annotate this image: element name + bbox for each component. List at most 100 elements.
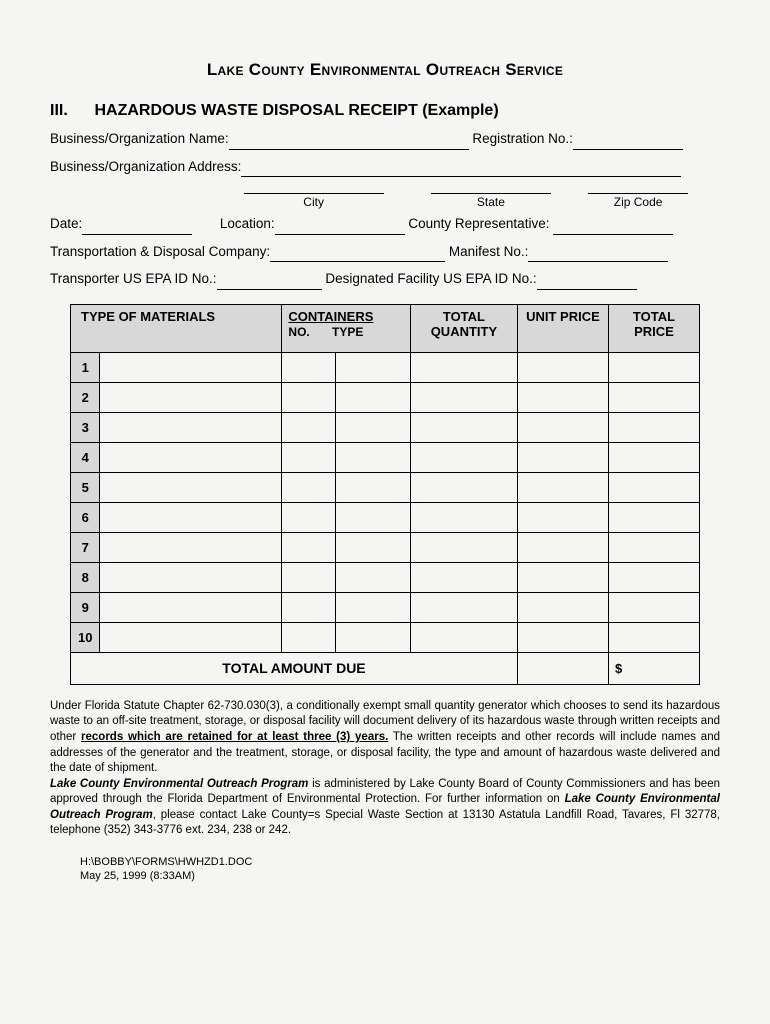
cell-total-price[interactable] bbox=[608, 412, 699, 442]
cell-container-no[interactable] bbox=[282, 622, 336, 652]
cell-container-type[interactable] bbox=[335, 562, 410, 592]
cell-container-no[interactable] bbox=[282, 442, 336, 472]
cell-container-type[interactable] bbox=[335, 352, 410, 382]
cell-container-no[interactable] bbox=[282, 382, 336, 412]
city-label: City bbox=[244, 193, 384, 209]
row-num: 6 bbox=[71, 502, 100, 532]
cell-unit-price[interactable] bbox=[517, 472, 608, 502]
facility-epa-input[interactable] bbox=[537, 274, 637, 290]
table-row: 6 bbox=[71, 502, 700, 532]
cell-qty[interactable] bbox=[410, 442, 517, 472]
th-total-price: TOTAL PRICE bbox=[608, 304, 699, 352]
cell-container-type[interactable] bbox=[335, 622, 410, 652]
footer-path: H:\BOBBY\FORMS\HWHZD1.DOC bbox=[80, 855, 720, 869]
cell-container-type[interactable] bbox=[335, 502, 410, 532]
cell-total-price[interactable] bbox=[608, 352, 699, 382]
cell-unit-price[interactable] bbox=[517, 562, 608, 592]
cell-total-price[interactable] bbox=[608, 592, 699, 622]
cell-type[interactable] bbox=[100, 592, 282, 622]
th-containers-label: CONTAINERS bbox=[288, 309, 403, 324]
location-label: Location: bbox=[220, 216, 275, 231]
row-num: 2 bbox=[71, 382, 100, 412]
cell-unit-price[interactable] bbox=[517, 382, 608, 412]
cell-qty[interactable] bbox=[410, 562, 517, 592]
cell-type[interactable] bbox=[100, 352, 282, 382]
section-num: III. bbox=[50, 102, 90, 120]
cell-qty[interactable] bbox=[410, 532, 517, 562]
biz-addr-label: Business/Organization Address: bbox=[50, 159, 241, 174]
cell-type[interactable] bbox=[100, 382, 282, 412]
materials-table: TYPE OF MATERIALS CONTAINERS NO. TYPE TO… bbox=[70, 304, 700, 685]
reg-no-input[interactable] bbox=[573, 134, 683, 150]
location-input[interactable] bbox=[275, 219, 405, 235]
cell-type[interactable] bbox=[100, 502, 282, 532]
cell-total-price[interactable] bbox=[608, 562, 699, 592]
county-rep-label: County Representative: bbox=[408, 216, 549, 231]
line-date-loc: Date: Location: County Representative: bbox=[50, 213, 720, 235]
cell-total-price[interactable] bbox=[608, 532, 699, 562]
table-row: 9 bbox=[71, 592, 700, 622]
cell-unit-price[interactable] bbox=[517, 352, 608, 382]
cell-unit-price[interactable] bbox=[517, 532, 608, 562]
cell-container-type[interactable] bbox=[335, 472, 410, 502]
legal-text: Under Florida Statute Chapter 62-730.030… bbox=[50, 699, 720, 839]
reg-no-label: Registration No.: bbox=[472, 131, 573, 146]
cell-container-no[interactable] bbox=[282, 562, 336, 592]
cell-type[interactable] bbox=[100, 412, 282, 442]
cell-total-price[interactable] bbox=[608, 442, 699, 472]
cell-qty[interactable] bbox=[410, 472, 517, 502]
cell-type[interactable] bbox=[100, 562, 282, 592]
city-state-zip-row: City State Zip Code bbox=[50, 193, 720, 209]
cell-qty[interactable] bbox=[410, 592, 517, 622]
cell-container-type[interactable] bbox=[335, 382, 410, 412]
cell-qty[interactable] bbox=[410, 502, 517, 532]
cell-container-type[interactable] bbox=[335, 412, 410, 442]
transport-co-label: Transportation & Disposal Company: bbox=[50, 244, 270, 259]
biz-addr-input[interactable] bbox=[241, 161, 681, 177]
th-containers: CONTAINERS NO. TYPE bbox=[282, 304, 410, 352]
cell-qty[interactable] bbox=[410, 382, 517, 412]
cell-type[interactable] bbox=[100, 442, 282, 472]
cell-container-no[interactable] bbox=[282, 352, 336, 382]
th-containers-no: NO. bbox=[288, 325, 328, 339]
table-row: 3 bbox=[71, 412, 700, 442]
state-label: State bbox=[431, 193, 551, 209]
cell-total-price[interactable] bbox=[608, 382, 699, 412]
cell-container-no[interactable] bbox=[282, 592, 336, 622]
cell-container-no[interactable] bbox=[282, 502, 336, 532]
cell-unit-price[interactable] bbox=[517, 622, 608, 652]
line-biz-addr: Business/Organization Address: bbox=[50, 156, 720, 178]
cell-total-price[interactable] bbox=[608, 622, 699, 652]
cell-container-no[interactable] bbox=[282, 472, 336, 502]
cell-container-type[interactable] bbox=[335, 592, 410, 622]
cell-unit-price[interactable] bbox=[517, 592, 608, 622]
line-transport-co: Transportation & Disposal Company: Manif… bbox=[50, 241, 720, 263]
cell-total-price[interactable] bbox=[608, 472, 699, 502]
cell-unit-price[interactable] bbox=[517, 412, 608, 442]
cell-container-no[interactable] bbox=[282, 412, 336, 442]
cell-type[interactable] bbox=[100, 472, 282, 502]
cell-container-no[interactable] bbox=[282, 532, 336, 562]
row-num: 1 bbox=[71, 352, 100, 382]
cell-unit-price[interactable] bbox=[517, 502, 608, 532]
county-rep-input[interactable] bbox=[553, 219, 673, 235]
cell-qty[interactable] bbox=[410, 622, 517, 652]
cell-qty[interactable] bbox=[410, 412, 517, 442]
cell-type[interactable] bbox=[100, 532, 282, 562]
transport-co-input[interactable] bbox=[270, 246, 445, 262]
cell-unit-price[interactable] bbox=[517, 442, 608, 472]
cell-container-type[interactable] bbox=[335, 532, 410, 562]
cell-qty[interactable] bbox=[410, 352, 517, 382]
row-num: 8 bbox=[71, 562, 100, 592]
manifest-input[interactable] bbox=[528, 246, 668, 262]
biz-name-input[interactable] bbox=[229, 134, 469, 150]
date-input[interactable] bbox=[82, 219, 192, 235]
footer: H:\BOBBY\FORMS\HWHZD1.DOC May 25, 1999 (… bbox=[80, 855, 720, 884]
cell-container-type[interactable] bbox=[335, 442, 410, 472]
date-label: Date: bbox=[50, 216, 82, 231]
section-title: III. HAZARDOUS WASTE DISPOSAL RECEIPT (E… bbox=[50, 102, 720, 120]
cell-type[interactable] bbox=[100, 622, 282, 652]
row-num: 9 bbox=[71, 592, 100, 622]
cell-total-price[interactable] bbox=[608, 502, 699, 532]
transporter-epa-input[interactable] bbox=[217, 274, 322, 290]
